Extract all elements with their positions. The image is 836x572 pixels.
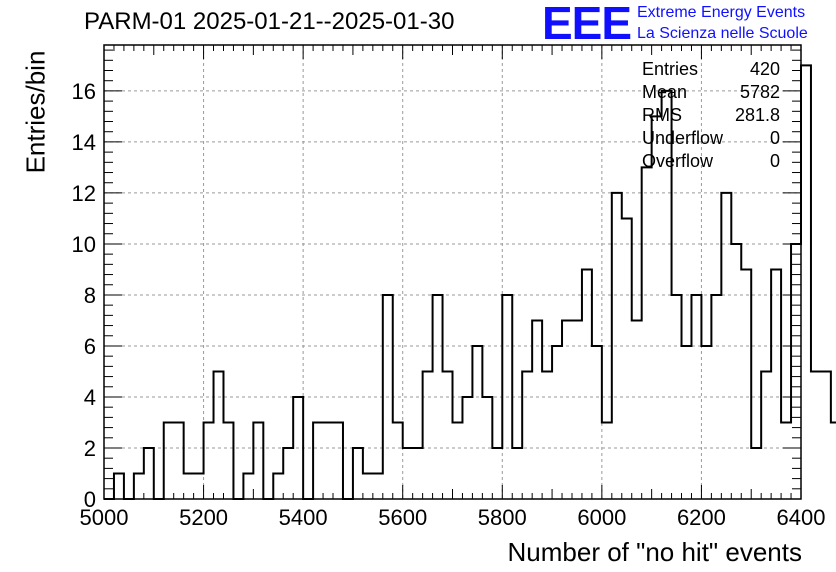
stat-underflow-value: 0	[769, 128, 780, 148]
x-axis: 5000 5200 5400 5600 5800 6000 6200 6400	[80, 45, 826, 530]
stat-rms: RMS 281.8	[642, 104, 780, 127]
y-axis-label: Entries/bin	[20, 50, 51, 174]
x-axis-label: Number of "no hit" events	[507, 537, 803, 567]
y-tick-label: 14	[72, 130, 96, 155]
stat-underflow-label: Underflow	[642, 128, 724, 148]
stat-underflow: Underflow 0	[642, 127, 780, 150]
x-tick-label: 5800	[478, 505, 527, 530]
y-tick-label: 0	[84, 487, 96, 512]
x-tick-label: 5000	[80, 505, 129, 530]
stat-rms-label: RMS	[642, 105, 682, 125]
stat-overflow: Overflow 0	[642, 150, 780, 173]
histogram-outline	[104, 64, 836, 500]
logo-line-1: Extreme Energy Events	[637, 4, 806, 21]
stat-mean-label: Mean	[642, 82, 688, 102]
x-tick-label: 6200	[677, 505, 726, 530]
y-tick-label: 16	[72, 79, 96, 104]
chart-title: PARM-01 2025-01-21--2025-01-30	[84, 8, 455, 35]
eee-logo: EEE	[542, 0, 632, 49]
y-axis: 0 2 4 6 8 10 12 14 16	[72, 49, 801, 512]
y-tick-label: 4	[84, 385, 96, 410]
x-tick-label: 5600	[378, 505, 427, 530]
x-tick-label: 5200	[179, 505, 228, 530]
stat-entries-value: 420	[749, 59, 780, 79]
y-tick-label: 2	[84, 436, 96, 461]
y-tick-label: 6	[84, 334, 96, 359]
x-tick-label: 6400	[777, 505, 826, 530]
x-tick-label: 5400	[279, 505, 328, 530]
x-tick-label: 6000	[577, 505, 626, 530]
y-tick-label: 12	[72, 181, 96, 206]
logo-line-2: La Scienza nelle Scuole	[637, 25, 808, 42]
stats-box: Entries 420 Mean 5782 RMS 281.8 Underflo…	[642, 58, 780, 173]
stat-mean-value: 5782	[739, 82, 780, 102]
y-tick-label: 10	[72, 232, 96, 257]
stat-entries: Entries 420	[642, 58, 780, 81]
stat-mean: Mean 5782	[642, 81, 780, 104]
stat-overflow-label: Overflow	[642, 151, 714, 171]
y-tick-label: 8	[84, 283, 96, 308]
stat-entries-label: Entries	[642, 59, 699, 79]
stat-overflow-value: 0	[769, 151, 780, 171]
stat-rms-value: 281.8	[734, 105, 780, 125]
